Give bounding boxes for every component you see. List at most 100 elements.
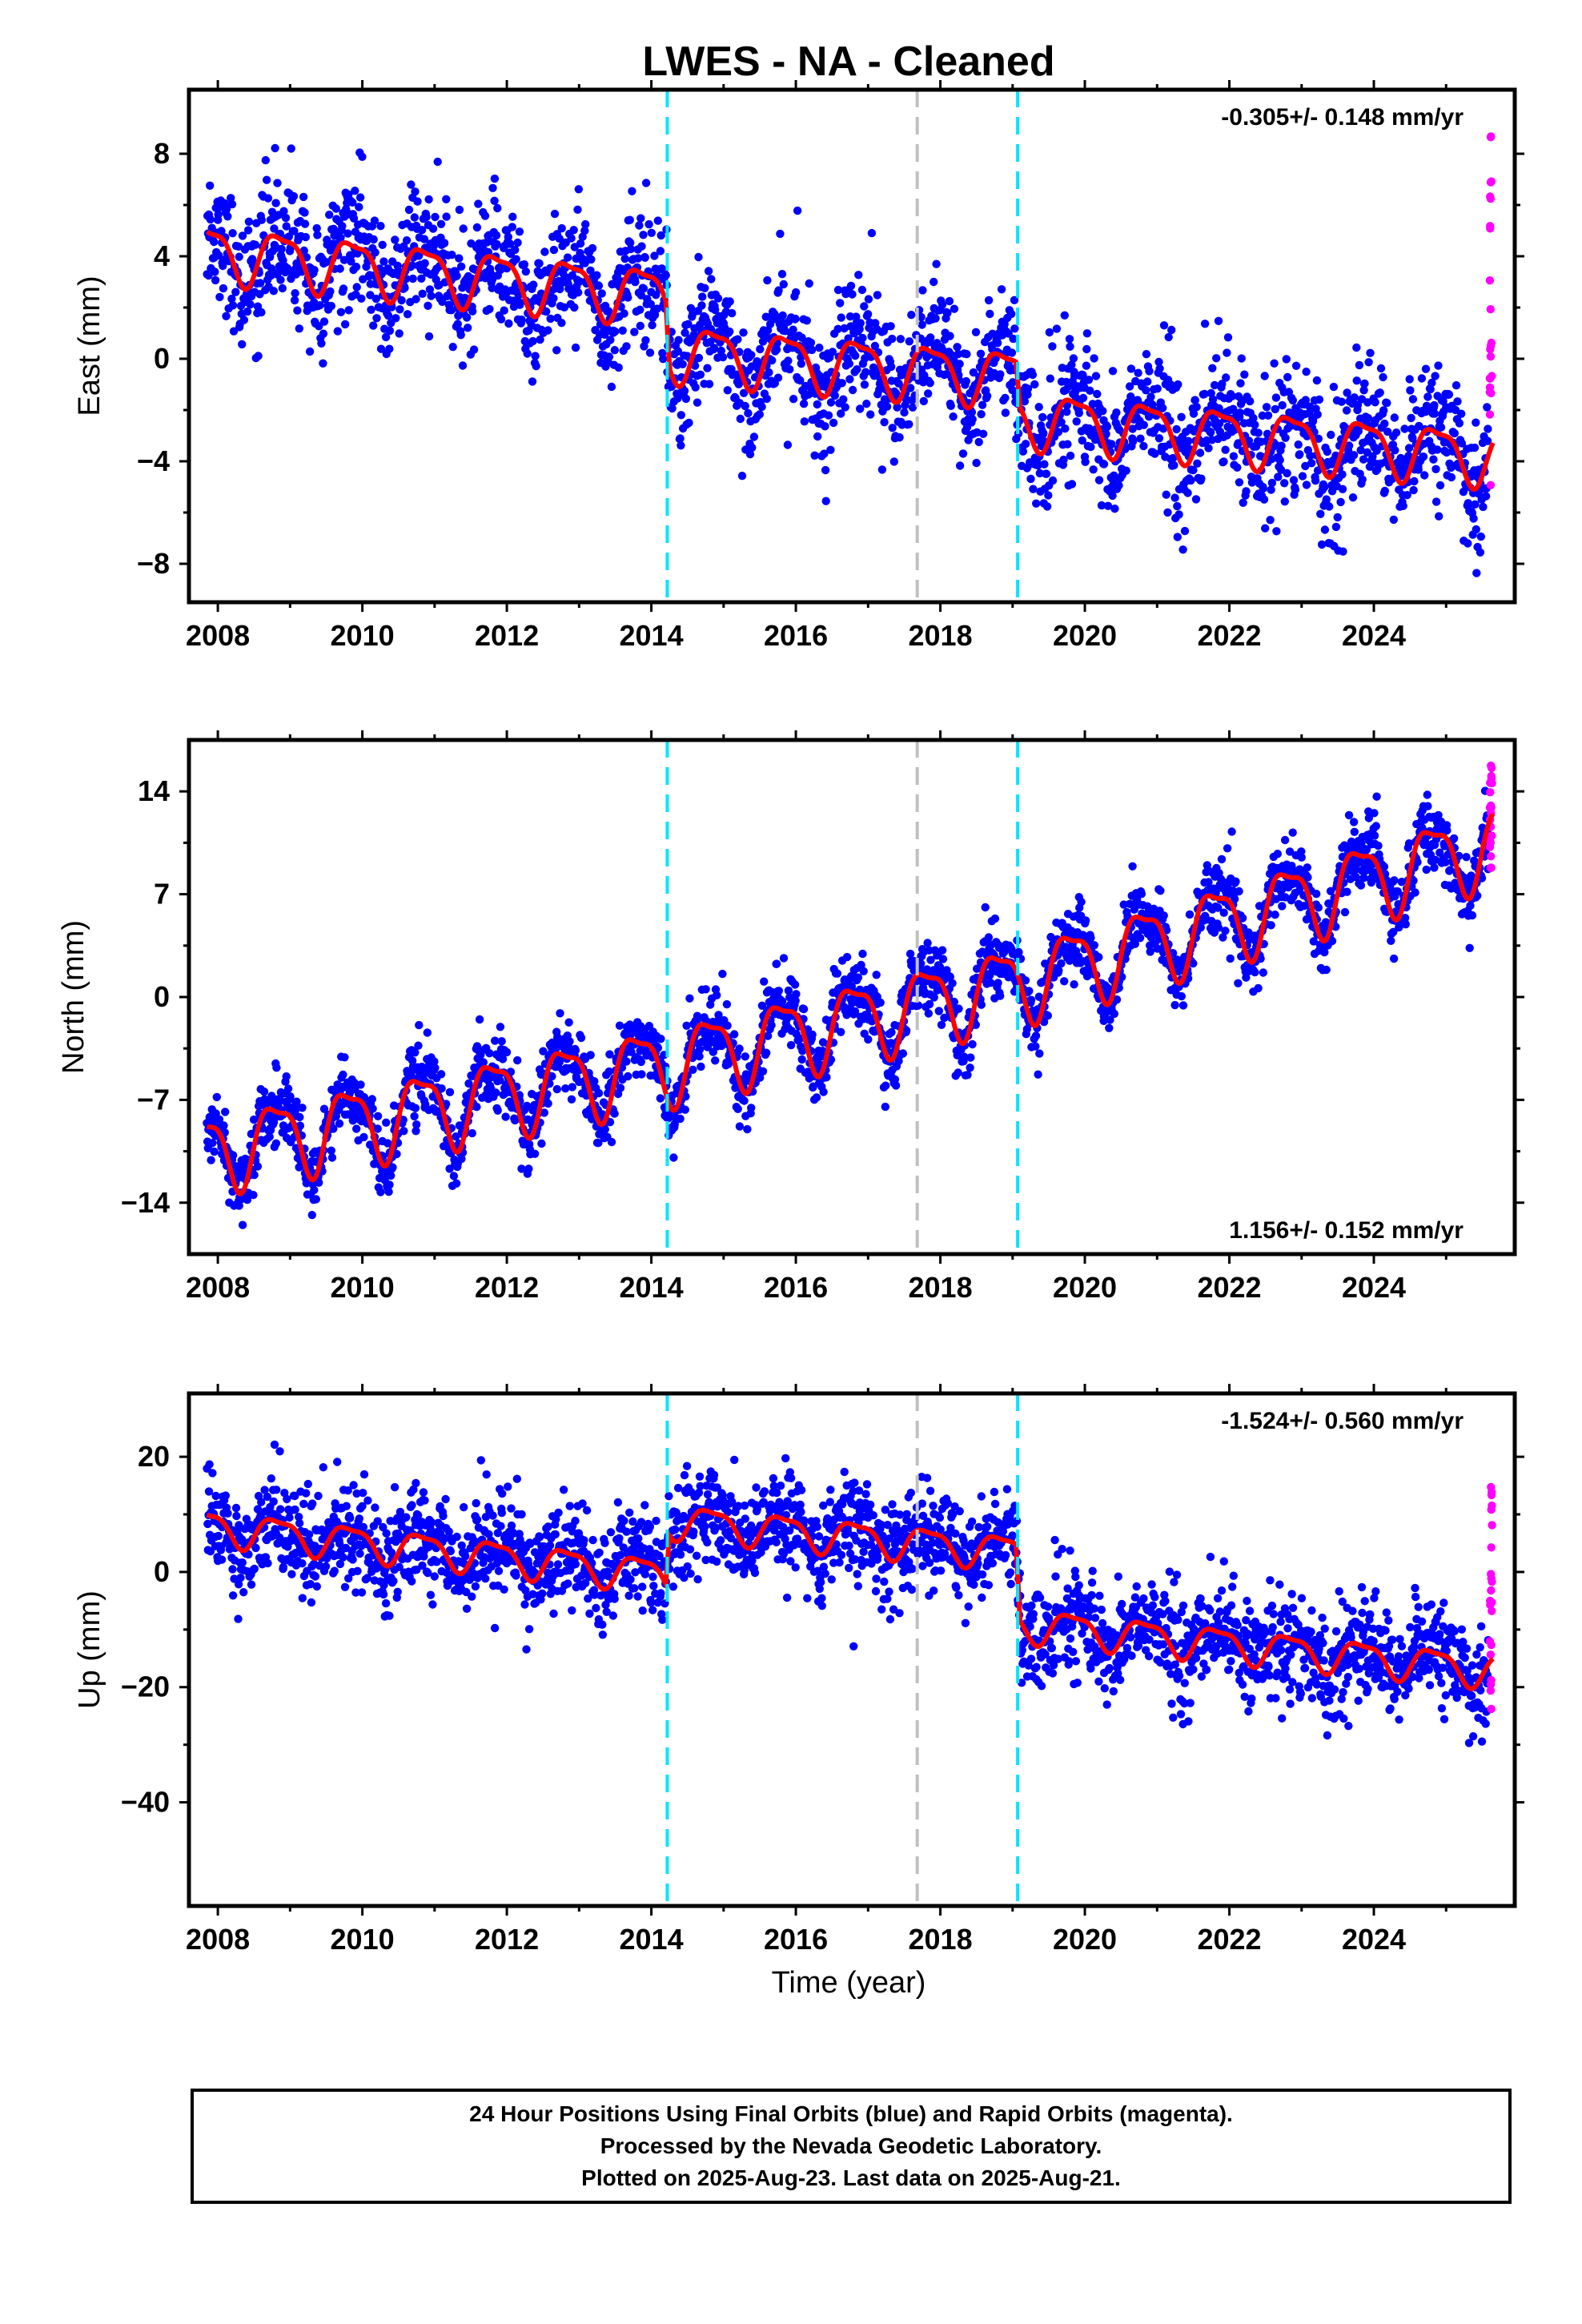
final-orbit-point xyxy=(1403,491,1411,500)
final-orbit-point xyxy=(211,275,220,285)
final-orbit-point xyxy=(1383,427,1392,436)
final-orbit-point xyxy=(1327,936,1337,946)
final-orbit-point xyxy=(299,192,308,202)
final-orbit-point xyxy=(1208,395,1218,404)
final-orbit-point xyxy=(1322,495,1331,504)
final-orbit-point xyxy=(1376,364,1386,373)
final-orbit-point xyxy=(607,1137,616,1147)
final-orbit-point xyxy=(1191,396,1200,404)
final-orbit-point xyxy=(656,247,665,255)
final-orbit-point xyxy=(674,336,683,344)
final-orbit-point xyxy=(271,1139,281,1148)
final-orbit-point xyxy=(300,219,310,228)
final-orbit-point xyxy=(757,402,766,412)
final-orbit-point xyxy=(646,300,655,308)
final-orbit-point xyxy=(371,294,380,304)
final-orbit-point xyxy=(299,246,308,255)
final-orbit-point xyxy=(1061,424,1070,433)
rapid-orbit-point xyxy=(1486,222,1495,231)
final-orbit-point xyxy=(737,472,747,480)
final-orbit-point xyxy=(954,1004,963,1013)
final-orbit-point xyxy=(891,1081,901,1090)
final-orbit-point xyxy=(1102,429,1110,439)
final-orbit-point xyxy=(424,332,434,341)
final-orbit-point xyxy=(695,1051,704,1061)
final-orbit-point xyxy=(279,207,288,215)
final-orbit-point xyxy=(1170,1000,1179,1010)
final-orbit-point xyxy=(925,999,934,1009)
final-orbit-point xyxy=(1261,524,1270,533)
final-orbit-point xyxy=(295,324,303,333)
final-orbit-point xyxy=(908,403,917,412)
final-orbit-point xyxy=(238,340,247,349)
final-orbit-point xyxy=(253,1162,263,1171)
final-orbit-point xyxy=(968,1039,977,1049)
final-orbit-point xyxy=(779,279,788,289)
final-orbit-point xyxy=(315,301,324,310)
final-orbit-point xyxy=(786,1040,796,1050)
final-orbit-point xyxy=(1028,370,1038,380)
final-orbit-point xyxy=(1089,465,1098,474)
final-orbit-point xyxy=(211,267,219,276)
final-orbit-point xyxy=(931,314,940,323)
final-orbit-point xyxy=(277,244,286,254)
final-orbit-point xyxy=(433,157,442,167)
final-orbit-point xyxy=(733,1104,742,1114)
final-orbit-point xyxy=(1173,501,1182,511)
final-orbit-point xyxy=(1283,468,1291,478)
final-orbit-point xyxy=(1143,377,1152,386)
final-orbit-point xyxy=(548,1072,556,1081)
final-orbit-point xyxy=(1177,991,1186,1001)
final-orbit-point xyxy=(1423,392,1432,401)
final-orbit-point xyxy=(994,979,1002,987)
final-orbit-point xyxy=(725,297,734,306)
final-orbit-point xyxy=(336,233,345,242)
final-orbit-point xyxy=(1333,513,1342,522)
final-orbit-point xyxy=(517,1164,526,1173)
final-orbit-point xyxy=(282,1072,291,1081)
final-orbit-point xyxy=(1314,903,1323,912)
final-orbit-point xyxy=(723,1021,732,1030)
final-orbit-point xyxy=(207,1156,215,1164)
final-orbit-point xyxy=(540,247,549,256)
final-orbit-point xyxy=(594,1088,604,1098)
final-orbit-point xyxy=(366,291,375,300)
final-orbit-point xyxy=(1000,320,1009,328)
final-orbit-point xyxy=(722,999,732,1009)
final-orbit-point xyxy=(762,1048,771,1057)
final-orbit-point xyxy=(391,235,400,244)
final-orbit-point xyxy=(1214,903,1223,912)
final-orbit-point xyxy=(977,410,986,419)
final-orbit-point xyxy=(842,952,852,962)
final-orbit-point xyxy=(319,1104,329,1113)
final-orbit-point xyxy=(1054,428,1063,436)
final-orbit-point xyxy=(924,1009,934,1018)
final-orbit-point xyxy=(1344,441,1354,450)
final-orbit-point xyxy=(208,1139,217,1148)
final-orbit-point xyxy=(438,297,447,306)
final-orbit-point xyxy=(412,295,420,304)
final-orbit-point xyxy=(1156,887,1165,895)
final-orbit-point xyxy=(1153,384,1162,393)
final-orbit-point xyxy=(408,274,417,283)
final-orbit-point xyxy=(1204,878,1213,887)
final-orbit-point xyxy=(485,1049,494,1058)
final-orbit-point xyxy=(676,1114,685,1124)
final-orbit-point xyxy=(263,194,273,203)
final-orbit-point xyxy=(273,179,282,187)
final-orbit-point xyxy=(219,283,228,293)
final-orbit-point xyxy=(1267,485,1275,494)
final-orbit-point xyxy=(469,345,479,354)
final-orbit-point xyxy=(820,449,829,458)
final-orbit-point xyxy=(791,996,800,1005)
final-orbit-point xyxy=(1078,436,1087,445)
final-orbit-point xyxy=(262,175,271,184)
final-orbit-point xyxy=(319,359,327,368)
final-orbit-point xyxy=(1288,828,1297,837)
final-orbit-point xyxy=(1158,404,1167,412)
final-orbit-point xyxy=(876,998,885,1007)
final-orbit-point xyxy=(1214,316,1223,325)
final-orbit-point xyxy=(837,409,845,418)
final-orbit-point xyxy=(317,339,326,348)
rate-label: -0.305+/- 0.148 mm/yr xyxy=(1221,104,1464,131)
